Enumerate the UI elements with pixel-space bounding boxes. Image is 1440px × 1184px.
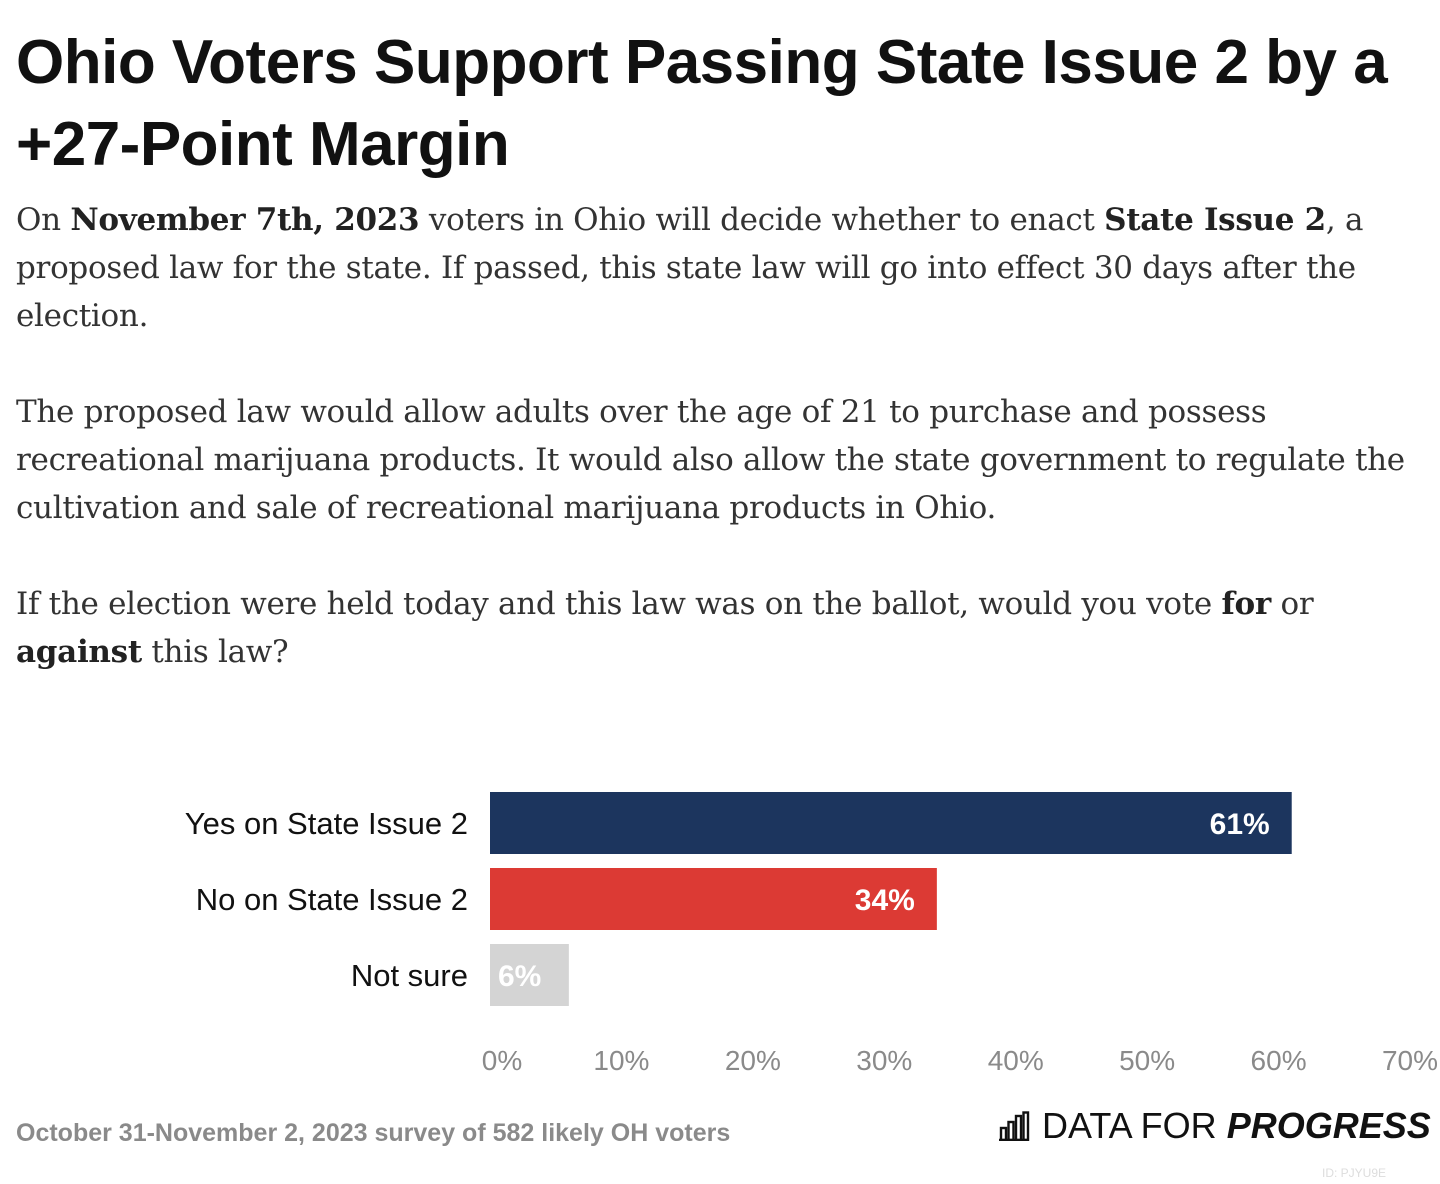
election-date: November 7th, 2023: [70, 202, 420, 238]
bar: [490, 944, 569, 1006]
chart-title: Ohio Voters Support Passing State Issue …: [16, 28, 1388, 179]
bar: [490, 868, 937, 930]
question-against: against: [16, 634, 142, 670]
intro-paragraph-2: The proposed law would allow adults over…: [16, 394, 1405, 526]
brand-strong: PROGRESS: [1226, 1105, 1431, 1146]
x-tick-label: 70%: [1382, 1045, 1438, 1076]
x-tick-label: 20%: [725, 1045, 781, 1076]
value-label: 34%: [855, 884, 915, 917]
bar: [490, 792, 1292, 854]
x-tick-label: 60%: [1251, 1045, 1307, 1076]
category-label: Not sure: [351, 958, 468, 993]
x-tick-label: 40%: [988, 1045, 1044, 1076]
intro-text: voters in Ohio will decide whether to en…: [419, 202, 1105, 238]
x-tick-label: 0%: [482, 1045, 522, 1076]
bar-chart: Yes on State Issue 2 61% No on State Issue…: [185, 792, 1438, 1076]
x-tick-label: 50%: [1119, 1045, 1175, 1076]
bar-chart-icon: [999, 1111, 1030, 1141]
brand-wordmark: DATA FOR PROGRESS: [1042, 1105, 1431, 1147]
question-part: If the election were held today and this…: [16, 586, 1222, 622]
chart-description: On November 7th, 2023 voters in Ohio wil…: [16, 196, 1426, 724]
brand-light: DATA FOR: [1042, 1105, 1227, 1146]
data-for-progress-logo: DATA FOR PROGRESS: [998, 1104, 1431, 1148]
question-text: If the election were held today and this…: [16, 580, 1426, 676]
question-part: or: [1270, 586, 1314, 622]
question-part: this law?: [141, 634, 289, 670]
value-label: 6%: [498, 960, 541, 993]
intro-text: , a proposed law for the state. If passe…: [16, 202, 1364, 334]
value-label: 61%: [1210, 808, 1270, 841]
x-tick-label: 10%: [593, 1045, 649, 1076]
category-label: Yes on State Issue 2: [185, 806, 468, 841]
category-label: No on State Issue 2: [196, 882, 468, 917]
intro-paragraph-1: On November 7th, 2023 voters in Ohio wil…: [16, 196, 1426, 340]
x-tick-label: 30%: [856, 1045, 912, 1076]
survey-source-note: October 31-November 2, 2023 survey of 58…: [16, 1119, 731, 1147]
chart-id: ID: PJYU9E: [1322, 1166, 1387, 1180]
question-for: for: [1221, 586, 1271, 622]
intro-text: On: [16, 202, 71, 238]
issue-name: State Issue 2: [1104, 202, 1326, 238]
